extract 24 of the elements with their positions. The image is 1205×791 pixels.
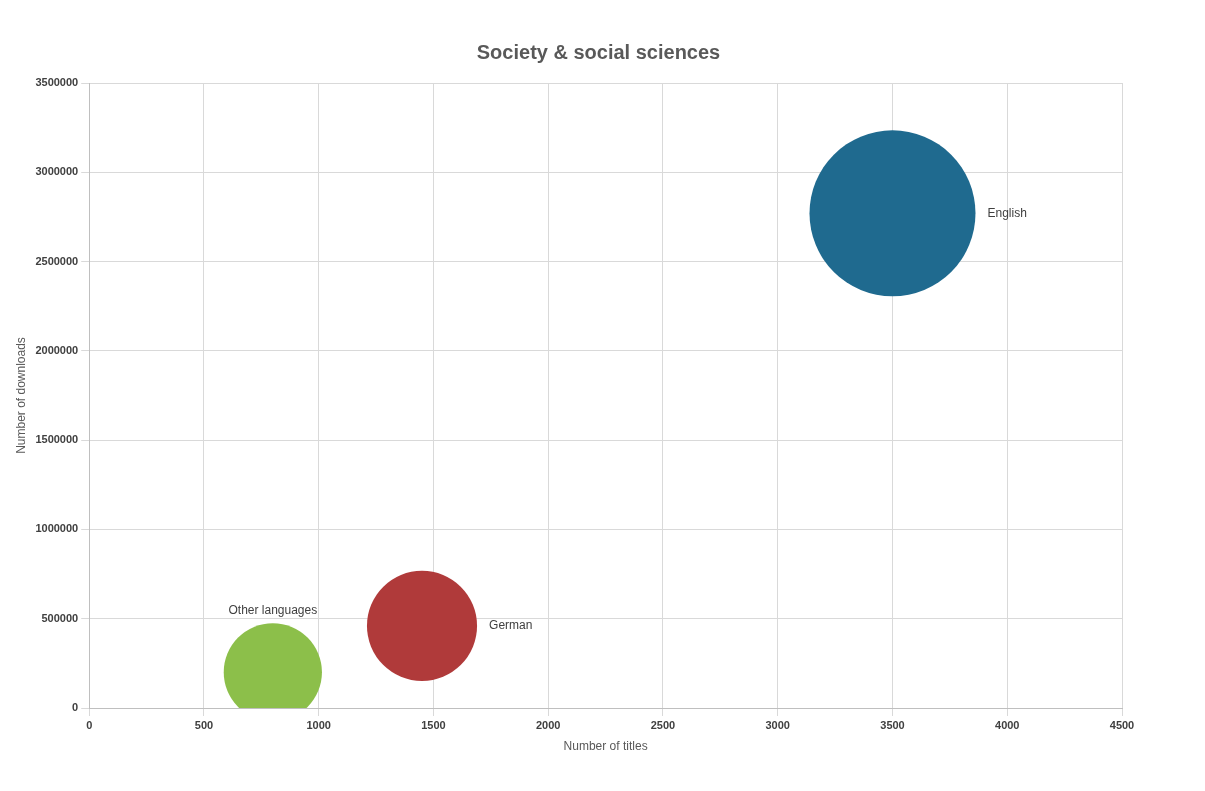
y-tick-label: 500000 [41,611,79,624]
series-label: German [489,618,533,633]
y-tick-label: 1500000 [35,433,79,446]
y-tick-label: 3000000 [35,165,79,178]
x-tick-label: 3500 [880,718,905,731]
y-tick-label: 2000000 [35,343,79,356]
x-tick-label: 1000 [306,718,331,731]
x-axis-title: Number of titles [563,738,648,753]
x-tick-label: 4500 [1109,718,1135,731]
chart-title: Society & social sciences [476,40,721,63]
series-label: Other languages [228,603,318,618]
x-tick-label: 0 [86,718,93,731]
x-tick-label: 3000 [765,718,790,731]
x-tick-label: 2500 [650,718,676,731]
x-tick-label: 500 [194,718,214,731]
y-tick-label: 0 [72,701,79,714]
y-tick-label: 2500000 [35,254,79,267]
x-tick-label: 4000 [995,718,1020,731]
y-tick-label: 1000000 [35,522,79,535]
y-axis-title: Number of downloads [13,337,28,454]
y-tick-label: 3500000 [35,76,79,89]
series-label: English [987,205,1027,220]
x-tick-label: 2000 [535,718,561,731]
x-tick-label: 1500 [421,718,446,731]
